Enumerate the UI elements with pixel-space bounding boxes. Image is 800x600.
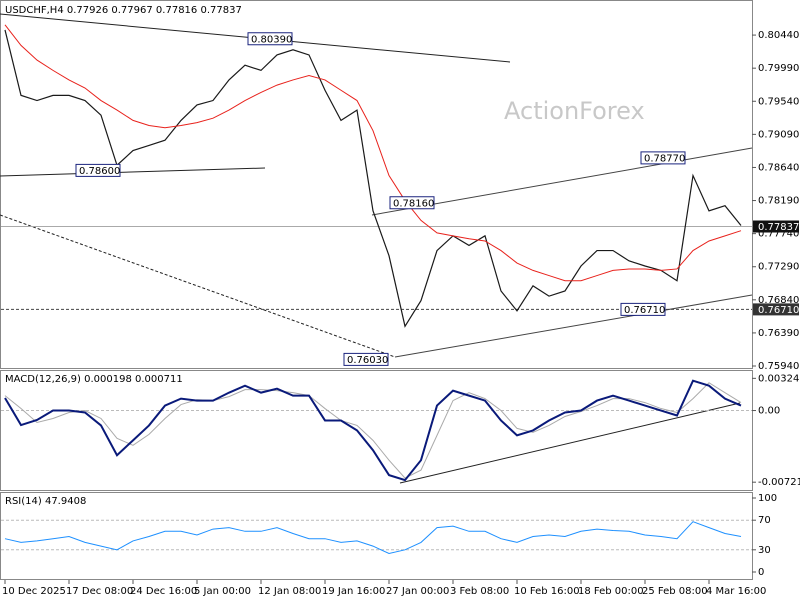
y-tick-label: 0.77740 — [758, 229, 799, 240]
y-tick-label: 0.77290 — [758, 262, 799, 273]
x-tick-label: 10 Feb 16:00 — [514, 586, 580, 597]
x-tick-label: 10 Dec 2025 — [2, 586, 66, 597]
price-marker-label: 0.76710 — [758, 305, 799, 316]
annotation-box — [75, 163, 121, 177]
price-marker — [753, 303, 799, 316]
moving-average — [4, 24, 742, 282]
channel-line — [371, 147, 753, 216]
y-tick-label: 0.80440 — [758, 30, 799, 41]
y-tick-label: 0.76840 — [758, 295, 799, 306]
x-tick-label: 25 Feb 08:00 — [642, 586, 708, 597]
x-tick-label: 17 Dec 08:00 — [66, 586, 133, 597]
channel-line — [394, 294, 753, 358]
y-tick-label: 0.79990 — [758, 63, 799, 74]
x-tick-label: 5 Jan 00:00 — [194, 586, 251, 597]
y-tick-label: 70 — [758, 515, 771, 526]
x-tick-label: 24 Dec 16:00 — [130, 586, 197, 597]
y-tick-label: 0.00 — [758, 406, 780, 417]
x-tick-label: 18 Feb 00:00 — [578, 586, 644, 597]
y-tick-label: 0.75940 — [758, 361, 799, 372]
x-tick-label: 27 Jan 00:00 — [386, 586, 449, 597]
annotation-label: 0.78160 — [393, 198, 434, 209]
annotation-label: 0.76030 — [347, 355, 388, 366]
signal-line — [4, 382, 742, 479]
x-tick-label: 12 Jan 08:00 — [258, 586, 321, 597]
y-tick-label: 30 — [758, 545, 771, 556]
y-tick-label: 0.78640 — [758, 162, 799, 173]
annotation-label: 0.78770 — [644, 153, 685, 164]
annotation-label: 0.78600 — [79, 166, 120, 177]
y-tick-label: 0 — [758, 567, 764, 578]
x-tick-label: 3 Feb 08:00 — [450, 586, 509, 597]
annotation-box — [389, 196, 435, 210]
chart-title: USDCHF,H4 0.77926 0.77967 0.77816 0.7783… — [5, 5, 242, 16]
macd-line — [4, 379, 742, 482]
y-tick-label: 0.78190 — [758, 196, 799, 207]
y-tick-label: 0.79540 — [758, 96, 799, 107]
rsi-panel — [0, 492, 753, 580]
y-tick-label: -0.007214 — [758, 477, 800, 488]
rsi-line — [4, 521, 742, 555]
y-tick-label: 0.79090 — [758, 129, 799, 140]
trendline — [0, 167, 266, 177]
annotation-box — [343, 352, 389, 366]
macd-title: MACD(12,26,9) 0.000198 0.000711 — [5, 374, 183, 385]
price-marker — [753, 220, 799, 233]
price-line-series — [4, 29, 742, 328]
x-tick-label: 19 Jan 16:00 — [322, 586, 385, 597]
y-tick-label: 100 — [758, 493, 777, 504]
macd-trendline — [399, 402, 741, 484]
x-tick-label: 4 Mar 16:00 — [706, 586, 766, 597]
price-marker-label: 0.77837 — [758, 222, 799, 233]
rsi-title: RSI(14) 47.9408 — [5, 496, 86, 507]
price-panel — [0, 0, 753, 369]
annotation-box — [620, 302, 666, 316]
annotation-label: 0.80390 — [251, 34, 292, 45]
annotation-box — [247, 32, 293, 46]
annotation-box — [640, 151, 686, 165]
annotation-label: 0.76710 — [624, 305, 665, 316]
watermark: ActionForex — [504, 97, 645, 125]
y-tick-label: 0.00324 — [758, 373, 799, 384]
y-tick-label: 0.76390 — [758, 328, 799, 339]
macd-panel — [0, 370, 753, 491]
